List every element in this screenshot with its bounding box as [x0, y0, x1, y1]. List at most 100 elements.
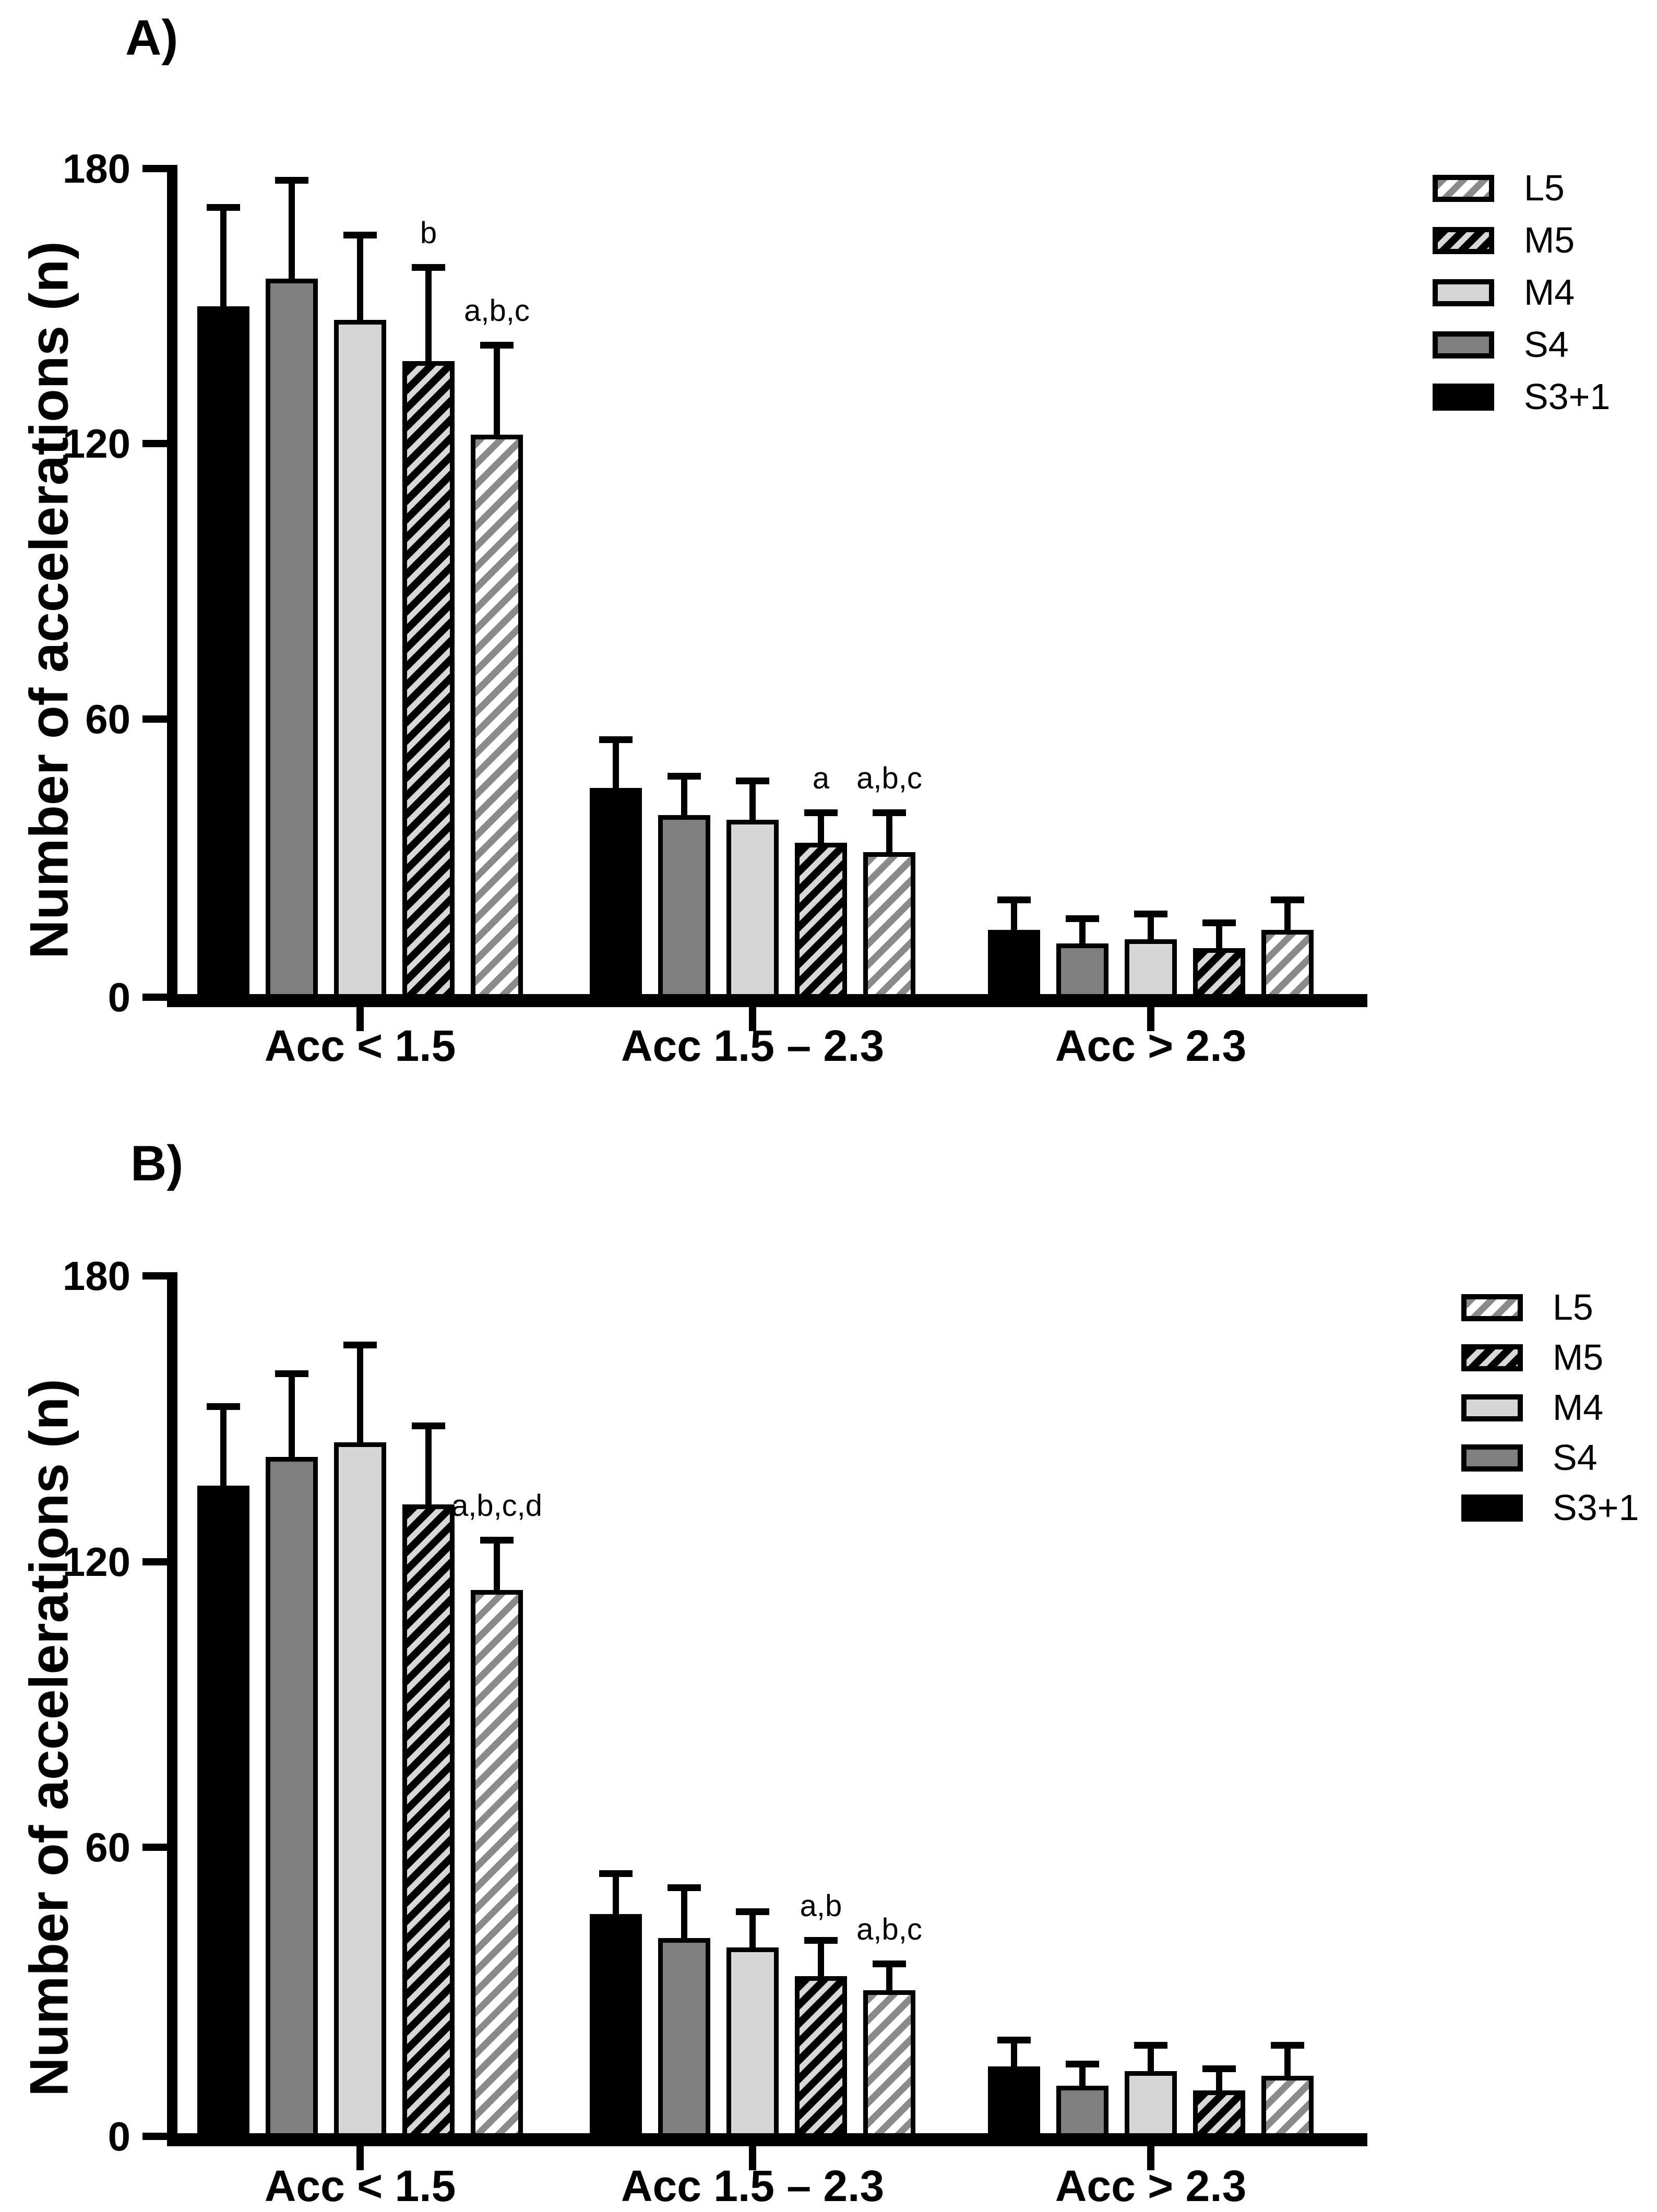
error-bar-cap [275, 1370, 308, 1377]
bar-l5-group2 [863, 852, 915, 999]
error-bar-cap [736, 777, 769, 784]
error-bar-stem [425, 1425, 432, 1517]
legend-swatch-m4 [1433, 279, 1494, 306]
error-bar-cap [275, 176, 308, 184]
y-axis-title-a: Number of accelerations (n) [19, 241, 80, 959]
bar-m4-group1 [334, 1442, 386, 2138]
error-bar-cap [1066, 2061, 1099, 2068]
error-bar-cap [1134, 910, 1167, 917]
x-tick [356, 2146, 364, 2170]
error-bar-cap [667, 773, 701, 780]
legend-swatch-l5 [1461, 1294, 1523, 1321]
legend-swatch-s3+1 [1461, 1494, 1523, 1522]
x-category-label: Acc < 1.5 [264, 1021, 456, 1070]
bar-l5-group3 [1261, 2076, 1314, 2138]
error-bar-cap [1271, 2041, 1304, 2049]
y-tick [142, 1844, 167, 1851]
error-bar-cap [412, 264, 445, 271]
y-tick-label: 0 [108, 2113, 130, 2159]
x-tick [356, 1007, 364, 1031]
error-bar-stem [357, 235, 363, 333]
legend-label-m5: M5 [1524, 220, 1575, 260]
y-tick [142, 994, 167, 1001]
legend-label-s3+1: S3+1 [1524, 376, 1611, 417]
bar-m5-group1 [402, 1504, 455, 2138]
error-bar-stem [494, 1540, 500, 1603]
error-bar-cap [343, 1341, 377, 1348]
x-category-label: Acc < 1.5 [264, 2161, 456, 2210]
y-tick [142, 165, 167, 172]
y-axis-line [167, 1272, 177, 2143]
y-tick-label: 120 [62, 1538, 130, 1585]
error-bar-cap [599, 1870, 633, 1877]
legend-label-l5: L5 [1553, 1287, 1593, 1328]
error-bar-cap [343, 232, 377, 239]
error-bar-cap [1134, 2041, 1167, 2049]
bar-s4-group1 [266, 1456, 318, 2138]
error-bar-stem [681, 1887, 687, 1951]
error-bar-cap [997, 2037, 1031, 2044]
y-tick-label: 180 [62, 1253, 130, 1299]
significance-annotation: b [420, 216, 437, 250]
legend-label-m4: M4 [1524, 272, 1575, 313]
significance-annotation: a,b,c [856, 1912, 922, 1947]
error-bar-cap [480, 341, 514, 349]
y-tick [142, 1272, 167, 1280]
bar-s3+1-group1 [197, 1485, 249, 2138]
y-axis-title-b: Number of accelerations (n) [19, 1379, 80, 2097]
significance-annotation: a,b,c [856, 761, 922, 796]
y-tick [142, 1558, 167, 1565]
error-bar-stem [289, 1373, 295, 1469]
legend-swatch-m5 [1433, 227, 1494, 254]
legend-label-s4: S4 [1553, 1437, 1598, 1478]
legend-swatch-s4 [1461, 1444, 1523, 1472]
y-tick [142, 2133, 167, 2140]
legend-label-s3+1: S3+1 [1553, 1487, 1639, 1528]
x-tick [749, 2146, 756, 2170]
error-bar-stem [494, 344, 500, 447]
y-tick-label: 0 [108, 974, 130, 1020]
y-tick-label: 180 [62, 146, 130, 192]
bar-s4-group3 [1056, 2085, 1108, 2138]
error-bar-cap [480, 1537, 514, 1544]
bar-l5-group2 [863, 1990, 915, 2138]
bar-s3+1-group1 [197, 306, 249, 999]
bar-m4-group1 [334, 320, 386, 999]
error-bar-stem [613, 739, 619, 800]
error-bar-stem [357, 1344, 363, 1455]
significance-annotation: a,b,c,d [451, 1489, 543, 1523]
bar-l5-group1 [471, 434, 523, 999]
bar-s3+1-group3 [988, 929, 1040, 999]
bar-s3+1-group2 [590, 787, 642, 999]
bar-m4-group3 [1125, 2071, 1177, 2138]
bar-s4-group2 [658, 1938, 710, 2138]
bar-m4-group2 [726, 1947, 779, 2138]
legend-swatch-m5 [1461, 1344, 1523, 1371]
error-bar-stem [289, 180, 295, 291]
x-tick [1147, 2146, 1154, 2170]
y-tick [142, 440, 167, 448]
bar-s4-group1 [266, 278, 318, 999]
error-bar-stem [613, 1873, 619, 1927]
error-bar-cap [667, 1884, 701, 1892]
y-tick-label: 120 [62, 421, 130, 467]
legend-swatch-s3+1 [1433, 384, 1494, 411]
error-bar-cap [412, 1422, 445, 1429]
bar-m4-group2 [726, 820, 779, 999]
legend-swatch-l5 [1433, 175, 1494, 202]
bar-s4-group3 [1056, 943, 1108, 999]
y-tick [142, 715, 167, 723]
error-bar-stem [220, 1406, 227, 1498]
error-bar-stem [425, 267, 432, 374]
error-bar-cap [207, 204, 240, 211]
error-bar-cap [804, 1936, 838, 1944]
error-bar-cap [1202, 2065, 1236, 2073]
legend-label-s4: S4 [1524, 324, 1569, 365]
legend-label-m4: M4 [1553, 1387, 1604, 1428]
y-axis-line [167, 165, 177, 1003]
x-tick [1147, 1007, 1154, 1031]
bar-s4-group2 [658, 815, 710, 999]
x-tick [749, 1007, 756, 1031]
x-category-label: Acc > 2.3 [1055, 1021, 1247, 1070]
error-bar-cap [997, 896, 1031, 904]
